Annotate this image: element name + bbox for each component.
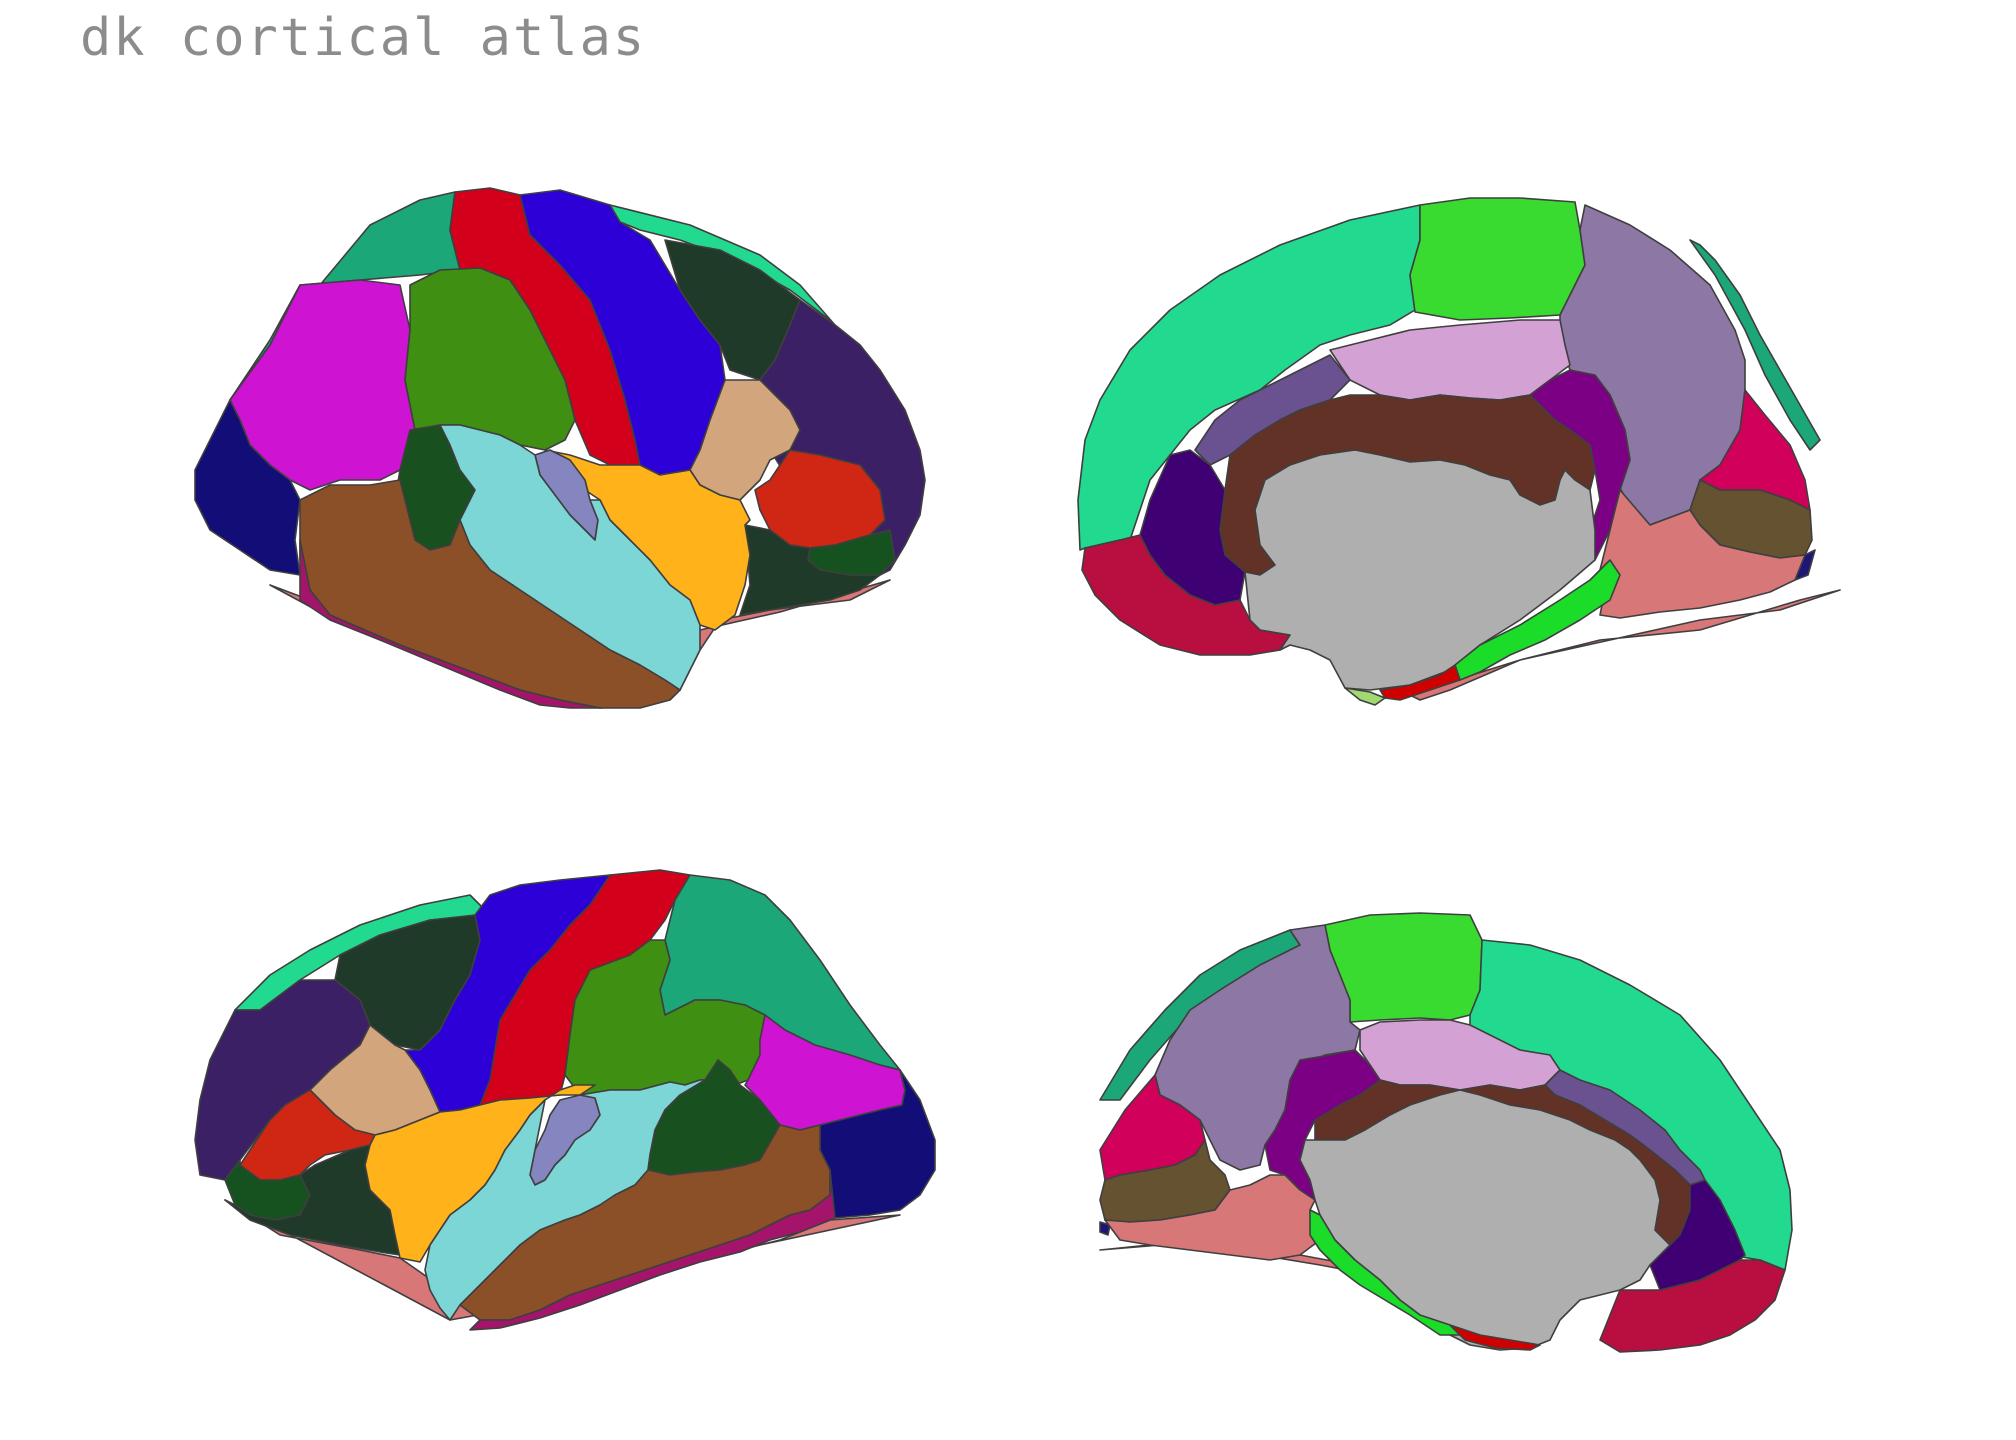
left-lateral-view [194, 187, 926, 709]
region-posterior-cingulate [1329, 319, 1571, 401]
region-parahippocampal [1454, 559, 1621, 681]
region-paracentral [1409, 197, 1586, 321]
region-temporal-pole-r [1449, 1324, 1541, 1351]
left-medial-view [1077, 197, 1841, 706]
region-medial-orbitofrontal-r [1599, 1259, 1786, 1353]
region-precuneus-r [1154, 924, 1361, 1171]
region-inferior-temporal [299, 539, 601, 709]
region-pericalcarine-r [1099, 1221, 1111, 1236]
region-superior-frontal-medial [1077, 204, 1421, 551]
region-fusiform-underside-medial [1409, 589, 1841, 701]
region-medial-wall [1244, 449, 1596, 691]
region-temporal-pole [1379, 664, 1461, 701]
region-fusiform-r [1104, 1174, 1321, 1261]
right-medial-view [1099, 912, 1793, 1353]
region-caudal-middle-frontal-medial-edge [1689, 239, 1821, 451]
region-entorhinal [1344, 687, 1386, 706]
region-inferior-temporal-r [469, 1169, 836, 1331]
atlas-title: dk cortical atlas [80, 8, 647, 68]
right-lateral-view [194, 869, 936, 1331]
region-pars-opercularis [689, 379, 801, 501]
region-lateral-orbitofrontal [739, 524, 881, 616]
